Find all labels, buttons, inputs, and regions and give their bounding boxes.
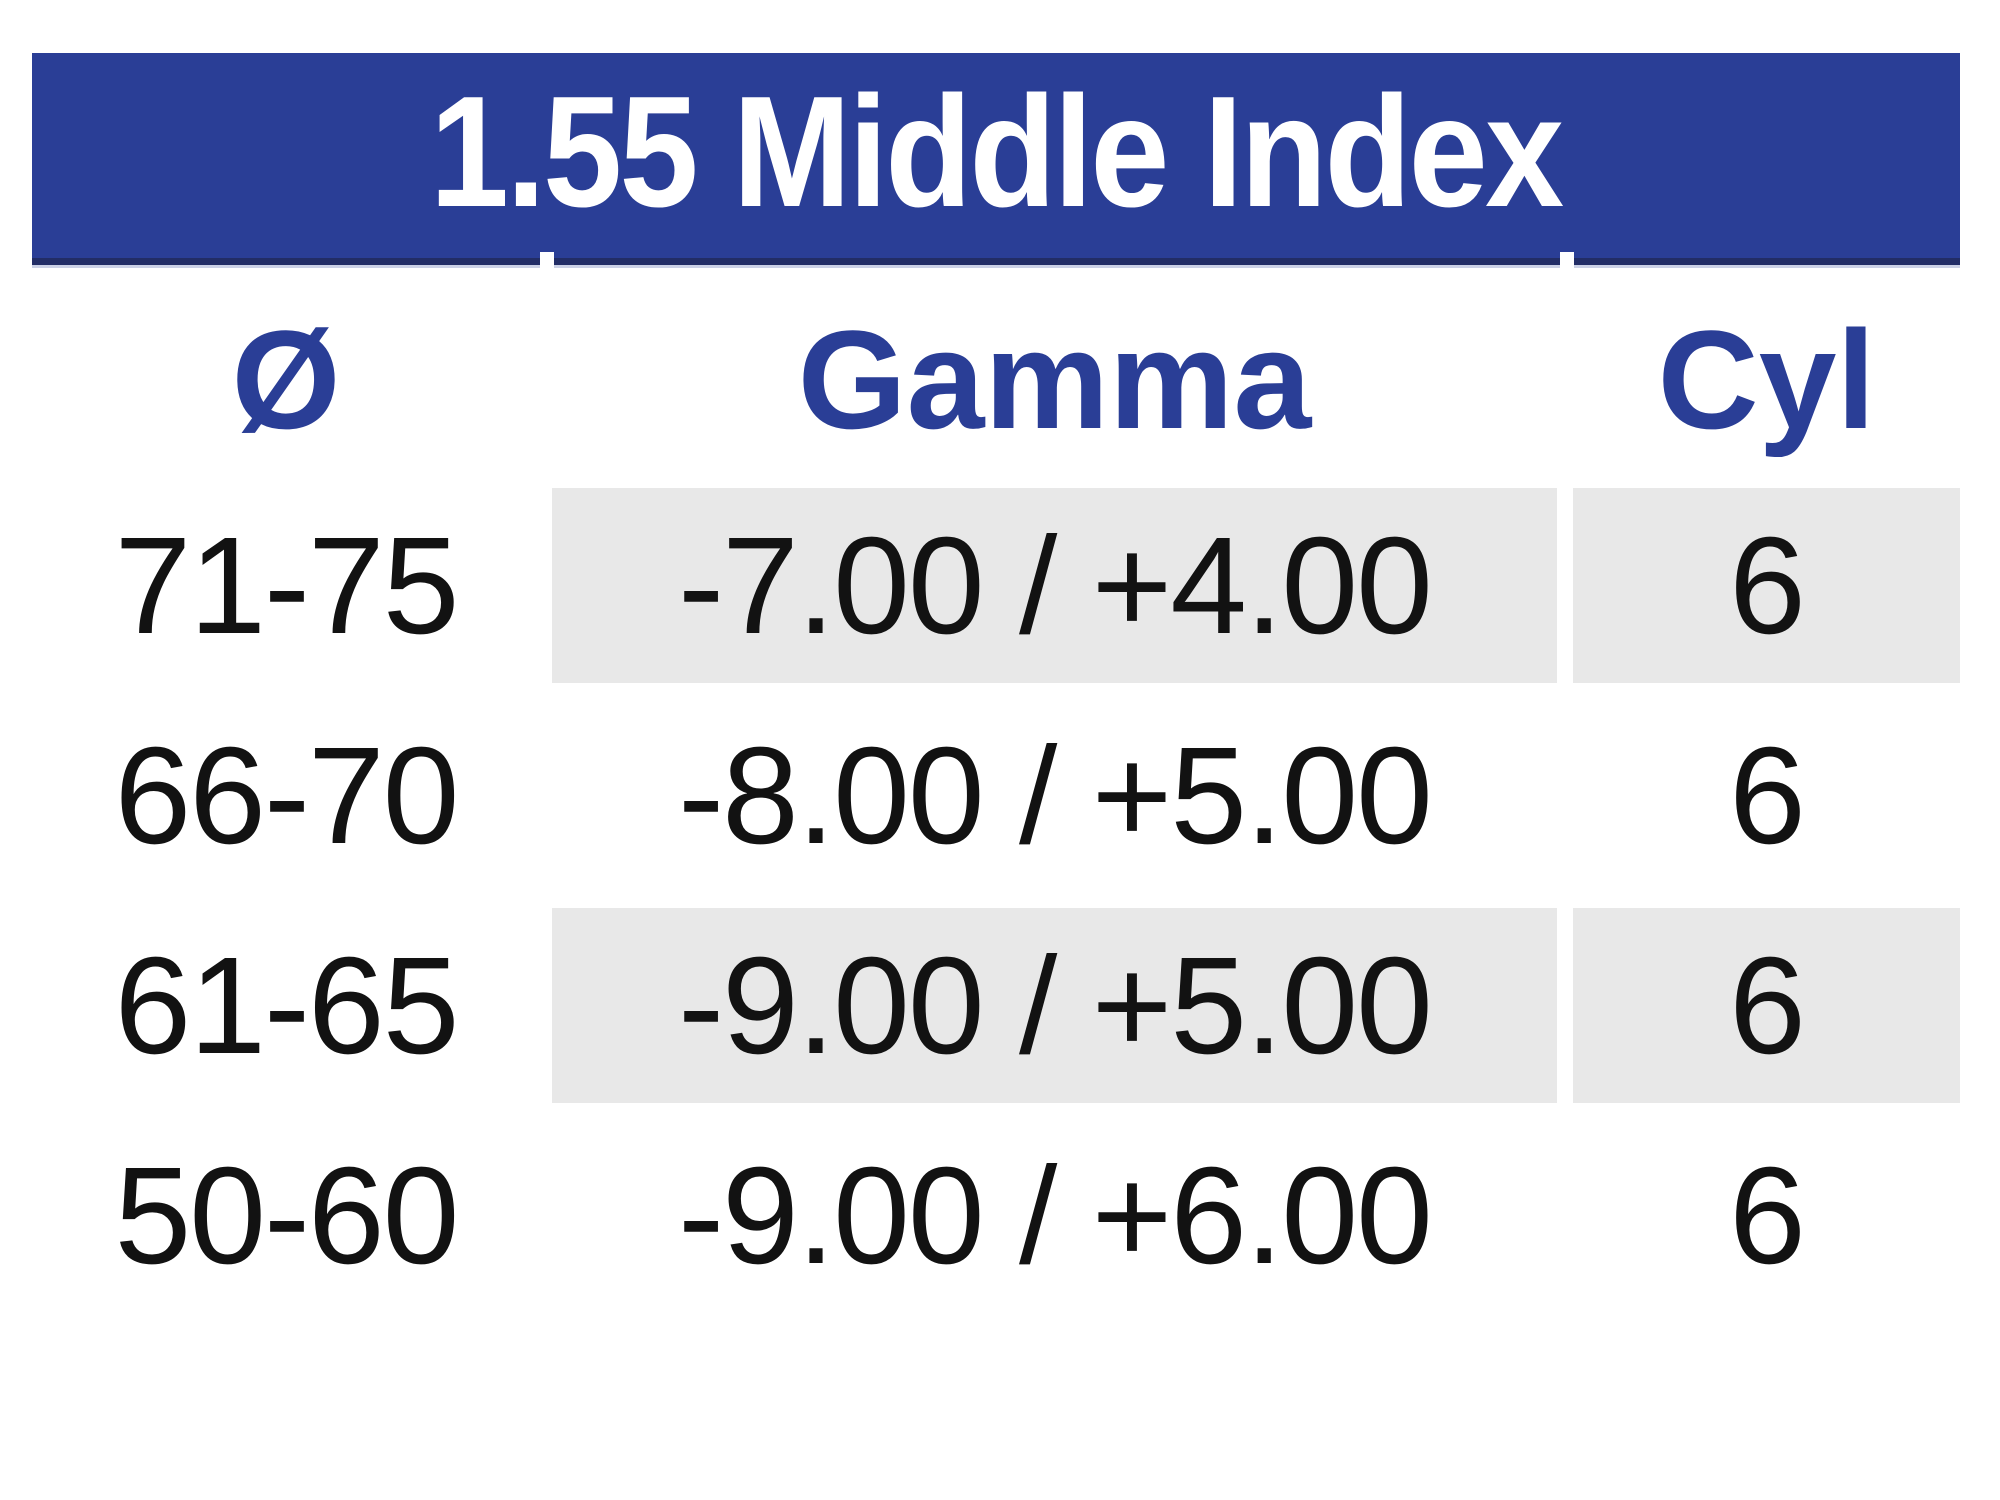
column-header-gamma: Gamma xyxy=(797,301,1312,458)
banner-column-gap-notch xyxy=(1560,252,1574,270)
diameter-cell: 61-65 xyxy=(114,928,460,1083)
cyl-cell: 6 xyxy=(1573,908,1960,1103)
cyl-cell: 6 xyxy=(1729,1138,1806,1293)
cyl-cell: 6 xyxy=(1573,488,1960,683)
diameter-cell: 50-60 xyxy=(114,1138,460,1293)
gamma-cell: -9.00 / +6.00 xyxy=(678,1138,1433,1293)
banner-column-gap-notch xyxy=(540,252,554,270)
table-title-banner: 1.55 Middle Index xyxy=(32,53,1960,265)
gamma-cell: -7.00 / +4.00 xyxy=(552,488,1557,683)
cyl-cell: 6 xyxy=(1729,718,1806,873)
column-header-cyl: Cyl xyxy=(1657,301,1876,458)
gamma-cell: -8.00 / +5.00 xyxy=(678,718,1433,873)
diameter-cell: 71-75 xyxy=(114,508,460,663)
column-header-diameter: Ø xyxy=(231,301,341,458)
table-title: 1.55 Middle Index xyxy=(430,63,1564,240)
diameter-cell: 66-70 xyxy=(114,718,460,873)
gamma-cell: -9.00 / +5.00 xyxy=(552,908,1557,1103)
